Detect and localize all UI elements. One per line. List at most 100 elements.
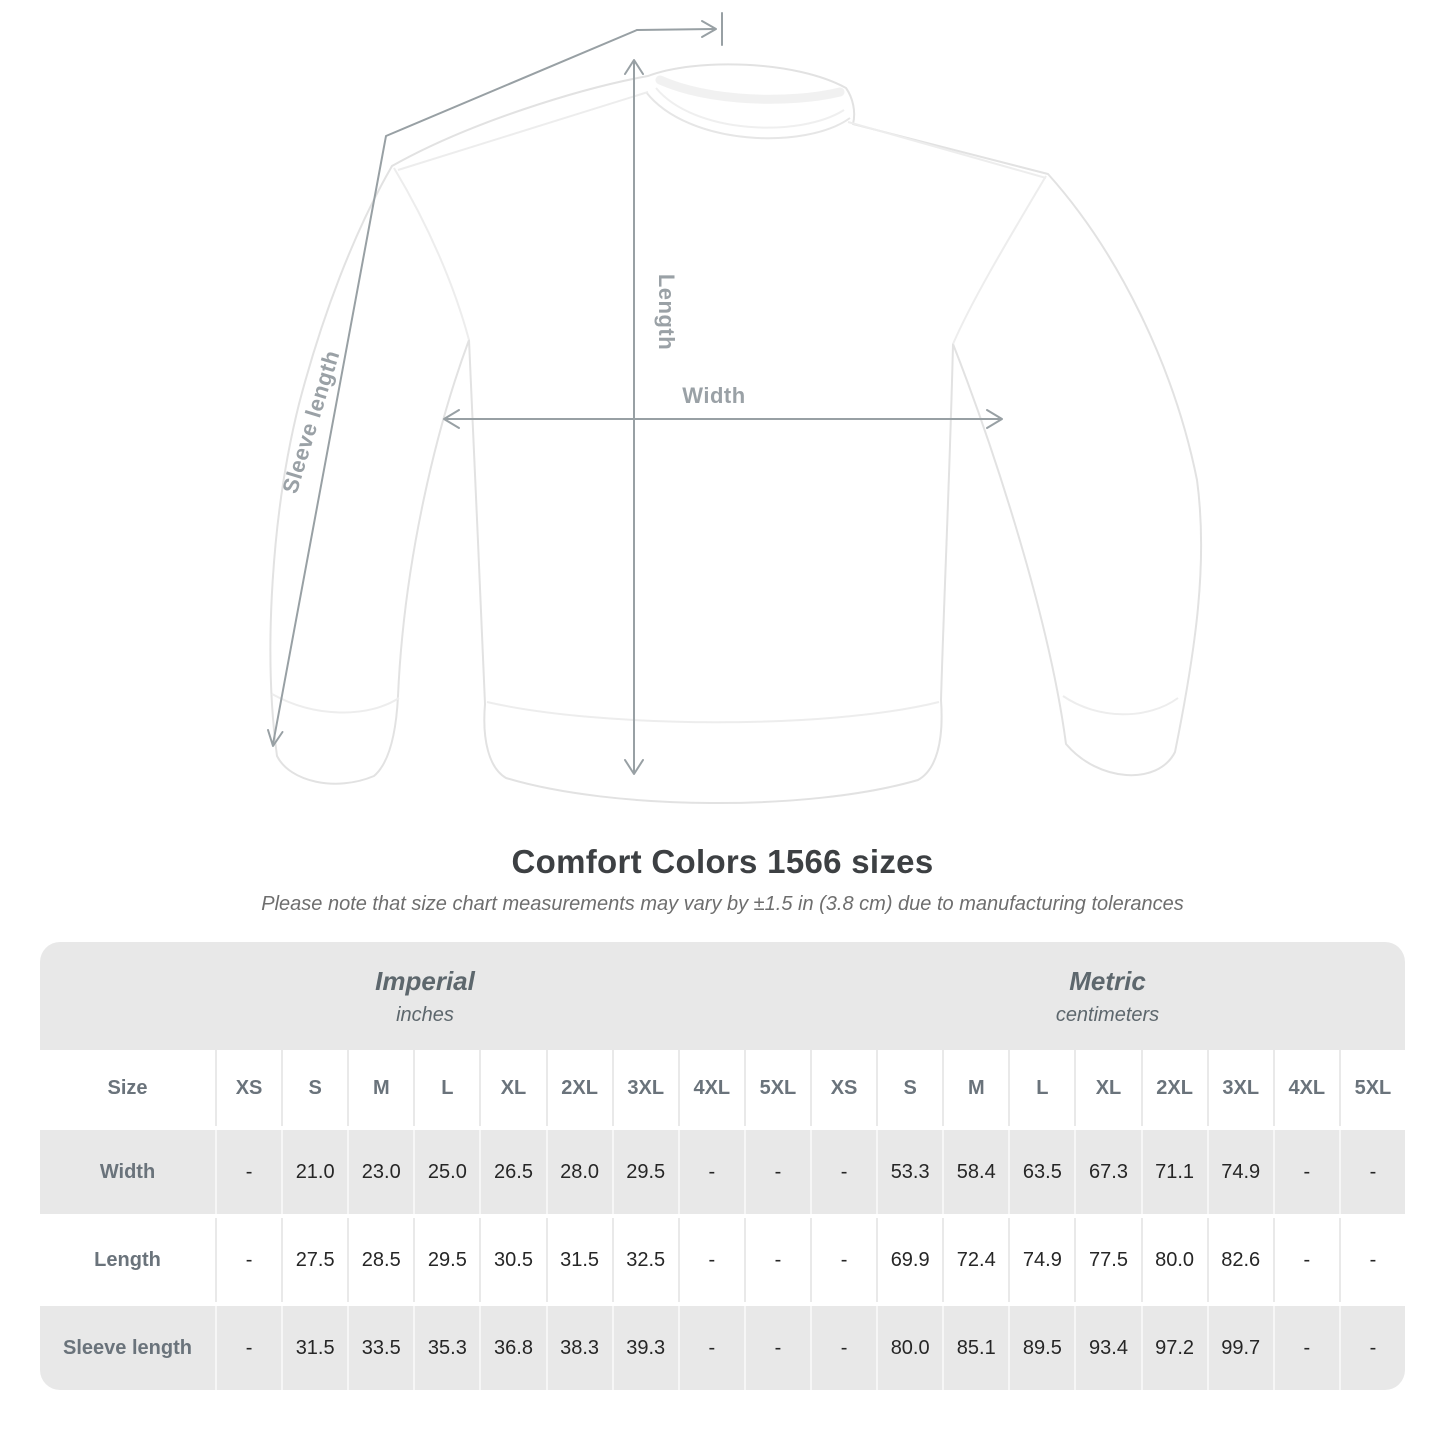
metric-label: Metric: [1069, 965, 1146, 996]
value-cell: 53.3: [876, 1130, 942, 1214]
value-cell: -: [1338, 1306, 1405, 1390]
value-cell: 67.3: [1074, 1130, 1140, 1214]
value-cell: -: [1338, 1218, 1405, 1302]
value-cell: 72.4: [942, 1218, 1008, 1302]
size-col-header: XS: [215, 1050, 281, 1126]
value-cell: 77.5: [1074, 1218, 1140, 1302]
value-cell: 58.4: [942, 1130, 1008, 1214]
value-cell: -: [1272, 1218, 1339, 1302]
length-arrow: [624, 59, 644, 775]
size-col-header: 3XL: [1206, 1050, 1273, 1126]
value-cell: 35.3: [413, 1306, 479, 1390]
page-title: Comfort Colors 1566 sizes: [511, 843, 934, 880]
value-cell: -: [677, 1306, 744, 1390]
value-cell: 74.9: [1008, 1218, 1074, 1302]
sweatshirt-illustration: [269, 63, 1203, 805]
value-cell: -: [743, 1218, 810, 1302]
row-label: Sleeve length: [63, 1336, 192, 1359]
row-label: Length: [94, 1248, 161, 1271]
value-cell: 36.8: [479, 1306, 545, 1390]
sweatshirt-body: [269, 63, 1203, 805]
value-cell: -: [743, 1306, 810, 1390]
value-cell: 27.5: [281, 1218, 347, 1302]
size-col-header: 3XL: [611, 1050, 678, 1126]
size-col-header: XL: [479, 1050, 545, 1126]
value-cell: -: [215, 1130, 281, 1214]
size-col-header: 5XL: [743, 1050, 810, 1126]
value-cell: 23.0: [347, 1130, 413, 1214]
value-cell: 97.2: [1140, 1306, 1207, 1390]
value-cell: 26.5: [479, 1130, 545, 1214]
value-cell: 21.0: [281, 1130, 347, 1214]
value-cell: 28.5: [347, 1218, 413, 1302]
metric-unit-label: centimeters: [1055, 1003, 1160, 1026]
size-header-row: Size XS S M L XL 2XL 3XL 4XL 5XL XS S M …: [40, 1050, 1405, 1126]
table-row-sleeve-length: Sleeve length - 31.5 33.5 35.3 36.8 38.3…: [40, 1306, 1405, 1390]
value-cell: 80.0: [876, 1306, 942, 1390]
value-cell: 38.3: [545, 1306, 612, 1390]
value-cell: -: [677, 1130, 744, 1214]
value-cell: 25.0: [413, 1130, 479, 1214]
value-cell: -: [810, 1130, 876, 1214]
value-cell: -: [743, 1130, 810, 1214]
value-cell: 82.6: [1206, 1218, 1273, 1302]
value-cell: 85.1: [942, 1306, 1008, 1390]
length-label: Length: [654, 274, 679, 350]
size-col-header: M: [942, 1050, 1008, 1126]
value-cell: 93.4: [1074, 1306, 1140, 1390]
sleeve-length-arrow: [267, 12, 723, 747]
value-cell: 74.9: [1206, 1130, 1273, 1214]
size-table: Imperial inches Metric centimeters Size …: [40, 942, 1405, 1390]
size-col-header: 5XL: [1338, 1050, 1405, 1126]
units-header-row: Imperial inches Metric centimeters: [40, 942, 1405, 1050]
value-cell: 80.0: [1140, 1218, 1207, 1302]
size-col-header: S: [876, 1050, 942, 1126]
width-label: Width: [682, 383, 745, 408]
seams: [271, 91, 1179, 724]
size-col-header: 2XL: [1140, 1050, 1207, 1126]
collar: [645, 75, 851, 140]
row-label: Width: [99, 1160, 156, 1183]
size-col-header: 4XL: [1272, 1050, 1339, 1126]
value-cell: 71.1: [1140, 1130, 1207, 1214]
size-diagram: Length Width Sleeve length: [267, 12, 1203, 805]
table-row-length: Length - 27.5 28.5 29.5 30.5 31.5 32.5 -…: [40, 1218, 1405, 1302]
size-col-header: M: [347, 1050, 413, 1126]
table-row-width: Width - 21.0 23.0 25.0 26.5 28.0 29.5 - …: [40, 1130, 1405, 1214]
size-col-header: L: [413, 1050, 479, 1126]
size-col-header: S: [281, 1050, 347, 1126]
value-cell: 28.0: [545, 1130, 612, 1214]
size-col-header: 2XL: [545, 1050, 612, 1126]
imperial-unit-label: inches: [396, 1003, 454, 1026]
value-cell: 63.5: [1008, 1130, 1074, 1214]
value-cell: 31.5: [545, 1218, 612, 1302]
width-arrow: [443, 409, 1003, 429]
value-cell: 69.9: [876, 1218, 942, 1302]
value-cell: -: [810, 1306, 876, 1390]
size-header-cell: Size: [107, 1076, 148, 1099]
value-cell: -: [810, 1218, 876, 1302]
value-cell: -: [1272, 1306, 1339, 1390]
size-col-header: XS: [810, 1050, 876, 1126]
size-col-header: 4XL: [677, 1050, 744, 1126]
value-cell: 99.7: [1206, 1306, 1273, 1390]
value-cell: 29.5: [611, 1130, 678, 1214]
value-cell: 39.3: [611, 1306, 678, 1390]
imperial-section-header: Imperial inches: [40, 942, 810, 1050]
value-cell: 30.5: [479, 1218, 545, 1302]
value-cell: 89.5: [1008, 1306, 1074, 1390]
tolerance-note: Please note that size chart measurements…: [261, 893, 1184, 915]
value-cell: 29.5: [413, 1218, 479, 1302]
metric-section-header: Metric centimeters: [810, 942, 1405, 1050]
size-col-header: L: [1008, 1050, 1074, 1126]
value-cell: -: [1272, 1130, 1339, 1214]
value-cell: 32.5: [611, 1218, 678, 1302]
value-cell: -: [215, 1218, 281, 1302]
imperial-label: Imperial: [375, 965, 475, 996]
value-cell: -: [677, 1218, 744, 1302]
size-col-header: XL: [1074, 1050, 1140, 1126]
value-cell: -: [1338, 1130, 1405, 1214]
value-cell: -: [215, 1306, 281, 1390]
value-cell: 31.5: [281, 1306, 347, 1390]
